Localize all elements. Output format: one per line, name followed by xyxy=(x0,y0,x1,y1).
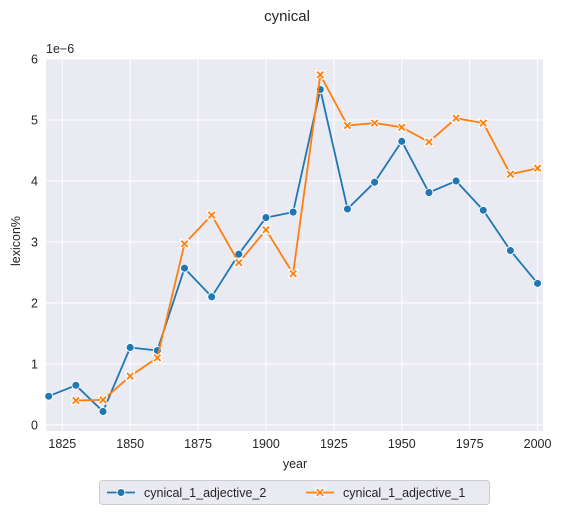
x-tick-label: 1825 xyxy=(48,437,76,451)
plot-area xyxy=(46,59,543,431)
x-tick-label: 1975 xyxy=(456,437,484,451)
x-tick-label: 1850 xyxy=(116,437,144,451)
data-point xyxy=(505,246,515,255)
data-point xyxy=(71,380,81,390)
y-tick-label: 6 xyxy=(31,53,38,67)
data-point xyxy=(288,207,298,217)
data-point xyxy=(342,120,353,131)
data-point xyxy=(397,136,407,146)
data-point xyxy=(533,278,543,288)
data-point xyxy=(288,268,299,279)
series-cynical_1_adjective_1 xyxy=(70,69,543,406)
legend-label: cynical_1_adjective_1 xyxy=(343,486,465,500)
data-point xyxy=(206,210,217,221)
legend-label: cynical_1_adjective_2 xyxy=(144,486,266,500)
data-point xyxy=(424,188,434,198)
data-point xyxy=(451,113,461,124)
data-point xyxy=(451,176,461,186)
data-point xyxy=(70,395,81,406)
data-point xyxy=(125,371,136,382)
data-point xyxy=(152,352,163,363)
data-point xyxy=(315,69,326,80)
y-axis-label: lexicon% xyxy=(9,216,23,266)
legend-box xyxy=(99,480,490,505)
y-axis: 0 1 2 3 4 5 6 xyxy=(31,53,38,433)
data-point xyxy=(370,177,380,187)
data-point xyxy=(478,118,489,128)
legend-item: cynical_1_adjective_2 xyxy=(107,486,266,500)
y-axis-offset-label: 1e−6 xyxy=(46,42,74,56)
data-point xyxy=(98,407,108,416)
data-point xyxy=(532,163,543,174)
chart-title: cynical xyxy=(264,8,310,25)
x-tick-label: 1875 xyxy=(184,437,212,451)
y-tick-label: 3 xyxy=(31,235,38,249)
x-tick-label: 2000 xyxy=(524,437,552,451)
series-layer xyxy=(44,69,543,416)
data-point xyxy=(179,238,190,249)
data-point xyxy=(478,205,488,215)
y-tick-label: 5 xyxy=(31,113,38,127)
legend: cynical_1_adjective_2 cynical_1_adjective… xyxy=(99,480,490,505)
legend-item: cynical_1_adjective_1 xyxy=(306,486,465,500)
data-point xyxy=(261,213,271,223)
data-point xyxy=(343,204,352,214)
data-point xyxy=(396,122,407,133)
x-axis-label: year xyxy=(283,457,307,471)
y-tick-label: 0 xyxy=(31,418,38,432)
y-tick-label: 4 xyxy=(31,174,38,188)
x-tick-label: 1950 xyxy=(388,437,416,451)
data-point xyxy=(233,257,244,268)
data-point xyxy=(125,343,135,352)
y-tick-label: 1 xyxy=(31,357,38,371)
legend-marker xyxy=(315,487,325,498)
data-point xyxy=(369,118,380,128)
data-point xyxy=(98,394,108,405)
data-point xyxy=(424,137,434,147)
x-tick-label: 1900 xyxy=(252,437,280,451)
x-tick-label: 1925 xyxy=(320,437,348,451)
legend-marker xyxy=(116,488,126,497)
data-point xyxy=(261,224,271,235)
x-axis: 1825 1850 1875 1900 1925 1950 1975 2000 xyxy=(48,437,551,451)
data-point xyxy=(207,292,217,302)
data-point xyxy=(180,263,189,273)
data-point xyxy=(44,391,54,401)
y-tick-label: 2 xyxy=(31,296,38,310)
data-point xyxy=(505,169,516,180)
